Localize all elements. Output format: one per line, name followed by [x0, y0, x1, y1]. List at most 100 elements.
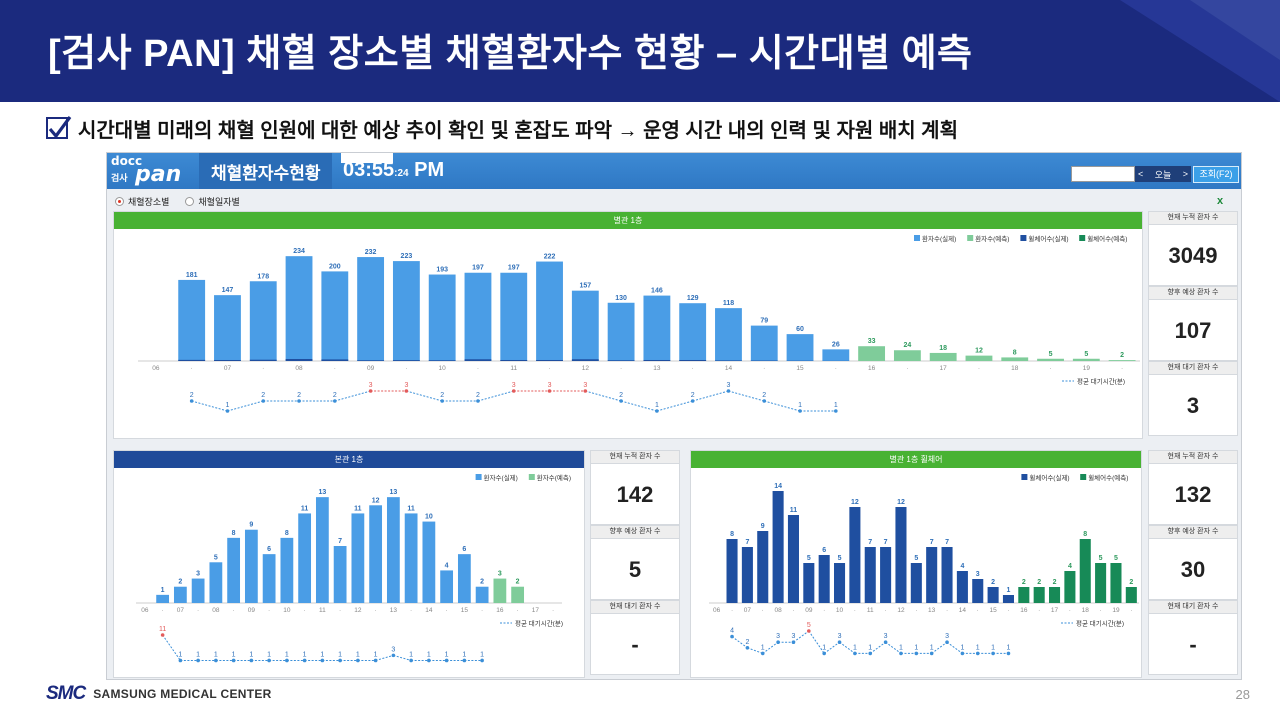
wait-line-segment	[393, 654, 412, 661]
clock-main: 03:55	[343, 159, 395, 181]
next-day-button[interactable]: >	[1182, 169, 1188, 179]
radio-label-by-location[interactable]: 채혈장소별	[128, 197, 170, 207]
x-tick-label: ·	[854, 607, 856, 614]
current-time: 03:55:24 PM	[343, 159, 444, 182]
data-label: 147	[222, 287, 234, 294]
bar	[440, 570, 454, 603]
wait-label: 2	[745, 639, 749, 646]
x-tick-label: ·	[762, 607, 764, 614]
bar-wheelchair	[464, 359, 492, 361]
stat-label-cumulative: 현재 누적 환자 수	[1148, 211, 1238, 225]
wait-point	[547, 389, 552, 393]
data-label: 8	[232, 530, 236, 537]
bar	[1001, 357, 1029, 361]
wait-point	[760, 651, 765, 656]
bar	[404, 513, 418, 603]
wait-label: 1	[178, 651, 182, 658]
bar	[849, 507, 861, 603]
wait-point	[726, 389, 731, 393]
prev-day-button[interactable]: <	[1138, 169, 1144, 179]
data-label: 1	[1007, 587, 1011, 594]
wait-label: 2	[190, 392, 194, 399]
wait-point	[440, 399, 444, 403]
wait-point	[945, 640, 949, 644]
wait-point	[791, 640, 796, 644]
x-tick-label: ·	[915, 607, 917, 614]
bar	[1064, 571, 1076, 603]
wait-line-segment	[191, 400, 228, 412]
x-tick-label: 16	[1020, 607, 1028, 614]
wait-label: 3	[945, 633, 949, 640]
x-tick-label: 17	[940, 365, 948, 372]
x-tick-label: ·	[1121, 365, 1123, 372]
wait-legend-label: 평균 대기시간(분)	[1076, 619, 1124, 628]
x-tick-label: 15	[796, 365, 804, 372]
wait-line-segment	[747, 647, 763, 654]
data-label: 14	[774, 483, 782, 490]
bar	[787, 515, 799, 603]
data-label: 197	[508, 265, 520, 272]
wait-point	[960, 651, 965, 656]
x-tick-label: 18	[1011, 365, 1019, 372]
wait-line-segment	[823, 641, 840, 654]
radio-by-date[interactable]	[185, 197, 195, 206]
bar	[422, 521, 436, 603]
x-tick-label: 12	[354, 607, 362, 614]
wait-label: 2	[297, 392, 301, 399]
data-label: 146	[651, 288, 663, 295]
wait-point	[462, 658, 467, 663]
wait-point	[476, 399, 480, 403]
view-mode-radios: 채혈장소별 채혈일자별	[115, 195, 256, 208]
wait-label: 1	[427, 651, 431, 658]
data-label: 178	[257, 273, 269, 280]
x-tick-label: ·	[410, 607, 412, 614]
chart-annex-1f-wheelchair: 휠체어수(예측)휠체어수(실제)06 · 07 · 08 · 09 · 10 · 11 · 12 · 13 ·…	[709, 473, 1139, 656]
x-tick-label: ·	[946, 607, 948, 614]
excel-export-icon[interactable]: x	[1217, 195, 1224, 207]
bar-wheelchair	[571, 359, 599, 361]
wait-line-segment	[375, 654, 394, 661]
wait-point	[899, 651, 903, 656]
legend-label: 휠체어수(예측)	[1088, 473, 1128, 482]
data-label: 9	[249, 522, 253, 529]
data-label: 12	[897, 499, 905, 506]
data-label: 11	[790, 507, 798, 514]
data-label: 7	[884, 539, 888, 546]
bar	[864, 547, 876, 603]
x-tick-label: 16	[496, 607, 504, 614]
data-label: 12	[851, 499, 859, 506]
legend-swatch	[967, 235, 974, 241]
query-button[interactable]: 조회(F2)	[1193, 166, 1239, 183]
wait-point	[267, 658, 271, 663]
today-button[interactable]: 오늘	[1154, 169, 1172, 180]
checkbox-icon	[46, 116, 72, 139]
wait-line-segment	[762, 641, 779, 654]
wait-line-segment	[764, 400, 801, 412]
wait-point	[745, 646, 750, 650]
stat-value-cumulative: 132	[1148, 464, 1238, 525]
data-label: 1	[161, 587, 165, 594]
bar	[511, 586, 525, 603]
data-label: 8	[1013, 349, 1017, 356]
data-label: 5	[1049, 351, 1053, 358]
bar-wheelchair	[321, 359, 349, 361]
data-label: 7	[338, 538, 342, 545]
bar	[741, 547, 753, 603]
bar	[818, 555, 830, 603]
date-input[interactable]	[1071, 166, 1135, 182]
radio-label-by-date[interactable]: 채혈일자별	[198, 197, 240, 207]
wait-label: 2	[762, 392, 766, 399]
data-label: 222	[544, 254, 556, 261]
wait-label: 1	[462, 651, 466, 658]
wait-label: 1	[930, 644, 934, 651]
bar	[457, 554, 471, 603]
data-label: 24	[903, 342, 911, 349]
x-tick-label: 10	[439, 365, 447, 372]
wait-point	[409, 658, 413, 663]
date-nav: < 오늘 >	[1135, 166, 1191, 182]
panel-annex-1f-wheelchair: 별관 1층 휠체어 휠체어수(예측) 휠체어수(실제) 06 · 07 · 08 · 09 · 10…	[690, 450, 1142, 678]
legend-swatch	[528, 474, 535, 480]
data-label: 33	[868, 338, 876, 345]
radio-by-location[interactable]	[115, 197, 124, 206]
x-tick-label: ·	[823, 607, 825, 614]
